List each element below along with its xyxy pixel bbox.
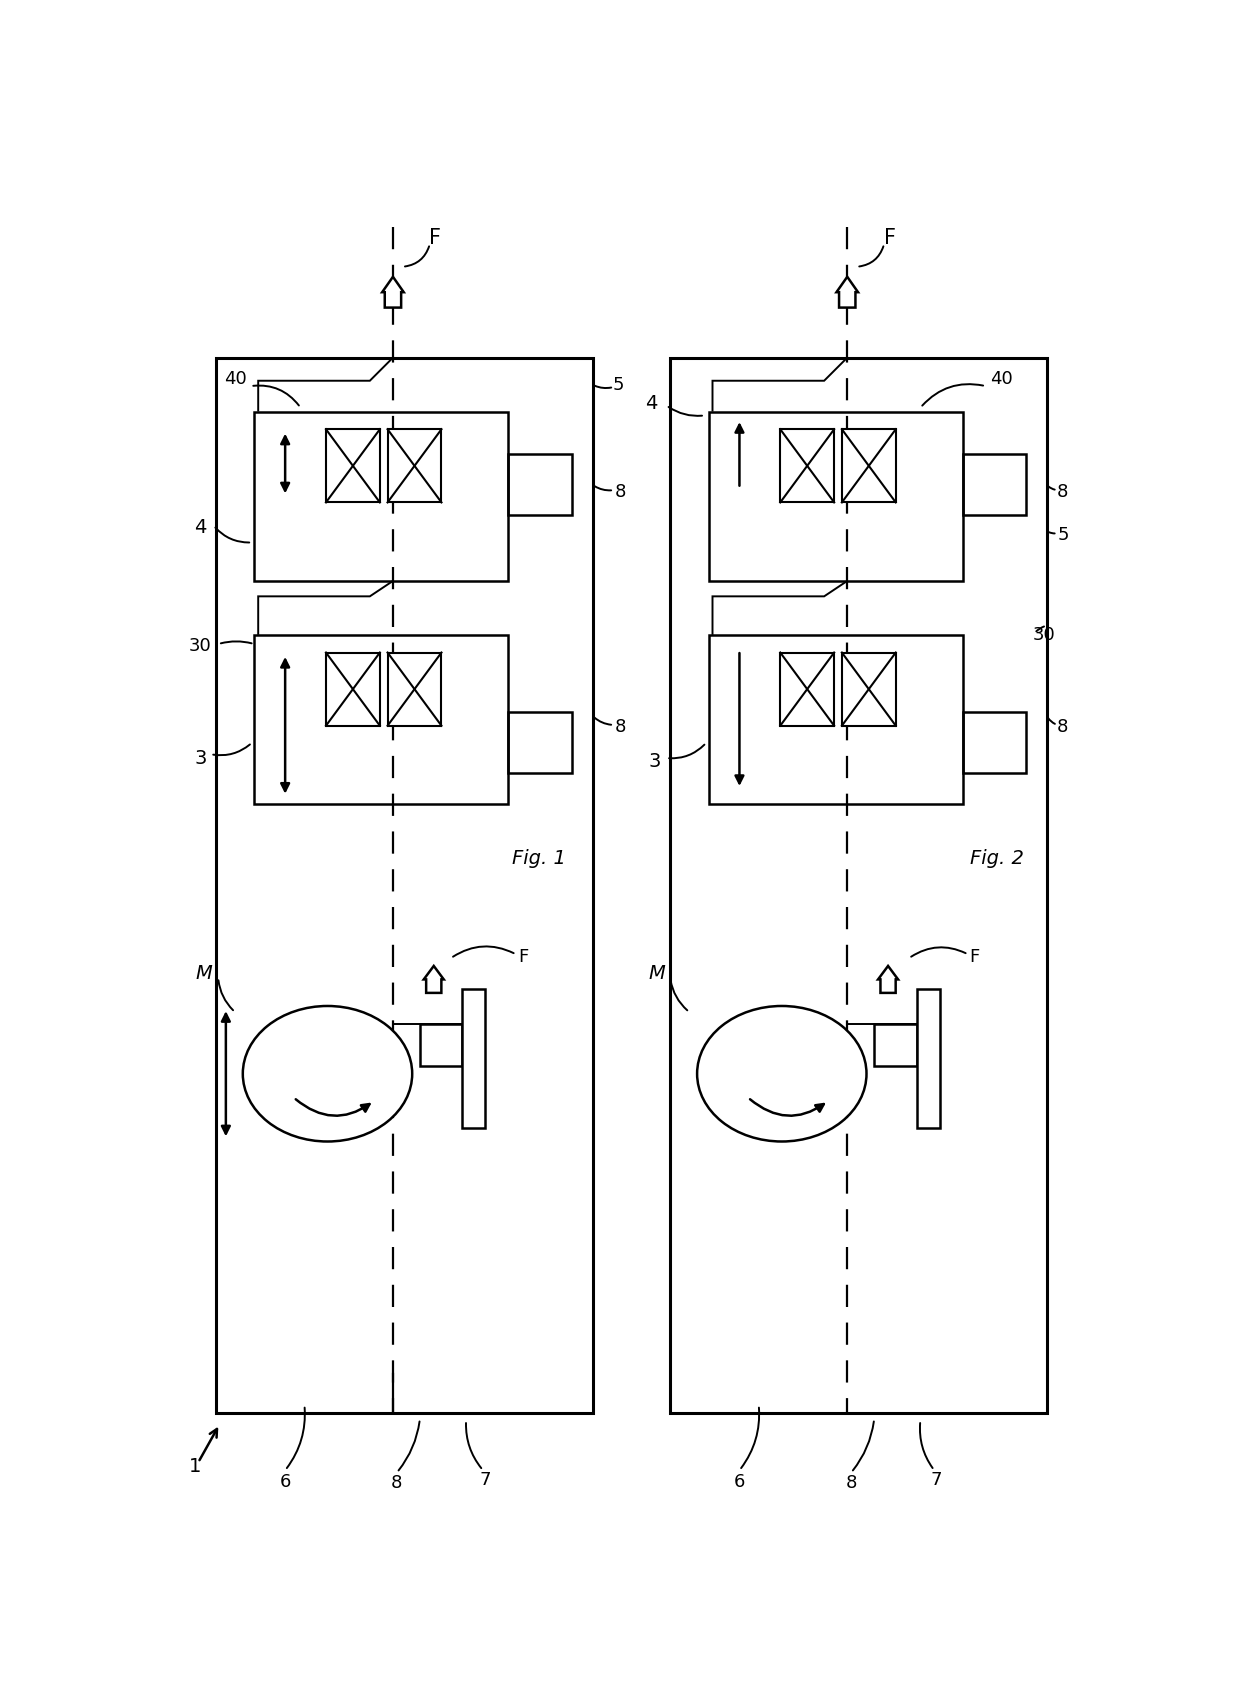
Bar (708, 635, 962, 804)
Text: 30: 30 (188, 638, 212, 655)
Text: 5: 5 (1056, 526, 1069, 543)
Ellipse shape (697, 1006, 867, 1142)
Text: 4: 4 (645, 394, 657, 414)
Text: 8: 8 (1058, 484, 1069, 501)
Text: 40: 40 (990, 370, 1013, 389)
Text: 8: 8 (1058, 718, 1069, 736)
Bar (780, 653, 835, 726)
Text: 3: 3 (195, 748, 207, 767)
Text: 40: 40 (223, 370, 247, 389)
Text: M: M (196, 964, 213, 983)
Bar (216, 358, 593, 1412)
Bar (254, 412, 508, 580)
Bar (254, 635, 508, 804)
Bar (962, 711, 1025, 774)
Text: 30: 30 (1032, 626, 1055, 643)
Text: F: F (518, 947, 529, 966)
Text: M: M (649, 964, 666, 983)
Bar (508, 453, 572, 516)
Text: 5: 5 (613, 375, 624, 394)
Text: F: F (970, 947, 980, 966)
Text: 8: 8 (391, 1475, 403, 1492)
Text: 4: 4 (195, 518, 207, 536)
Bar (420, 1023, 463, 1066)
Bar (326, 429, 379, 502)
Bar (916, 989, 940, 1127)
Ellipse shape (243, 1006, 412, 1142)
Text: 8: 8 (846, 1475, 857, 1492)
Text: 8: 8 (614, 484, 626, 501)
Text: 7: 7 (930, 1471, 941, 1490)
Bar (708, 412, 962, 580)
Text: 8: 8 (614, 718, 626, 736)
Polygon shape (424, 966, 444, 993)
Bar (463, 989, 485, 1127)
Bar (388, 429, 441, 502)
Bar (780, 429, 835, 502)
Text: Fig. 1: Fig. 1 (512, 848, 567, 867)
Text: F: F (884, 229, 895, 248)
Text: Fig. 2: Fig. 2 (971, 848, 1024, 867)
Bar (388, 653, 441, 726)
Bar (874, 1023, 916, 1066)
Text: 7: 7 (480, 1471, 491, 1490)
Bar (842, 653, 895, 726)
Bar (962, 453, 1025, 516)
Polygon shape (837, 277, 858, 307)
Bar (842, 429, 895, 502)
Text: 6: 6 (279, 1473, 291, 1492)
Text: 6: 6 (734, 1473, 745, 1492)
Text: 3: 3 (649, 752, 661, 772)
Bar (508, 711, 572, 774)
Bar (670, 358, 1048, 1412)
Text: 1: 1 (188, 1458, 201, 1476)
Polygon shape (382, 277, 404, 307)
Polygon shape (878, 966, 898, 993)
Bar (572, 358, 590, 1412)
Bar (326, 653, 379, 726)
Bar (1025, 358, 1045, 1412)
Text: F: F (429, 229, 441, 248)
